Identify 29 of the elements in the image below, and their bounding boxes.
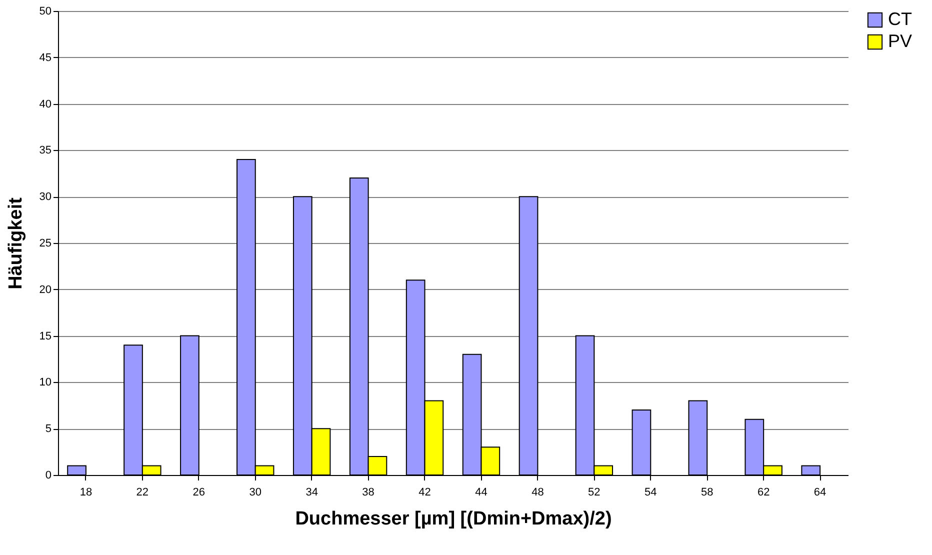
x-tick-label: 38	[362, 486, 374, 498]
y-tick-label: 0	[45, 470, 52, 482]
x-tick-label: 30	[249, 486, 262, 498]
legend-label: PV	[888, 31, 912, 51]
y-tick-label: 10	[39, 376, 52, 389]
x-tick-label: 58	[700, 486, 714, 498]
y-tick-label: 35	[39, 144, 52, 157]
y-tick-label: 30	[39, 191, 52, 204]
x-tick-label: 64	[814, 486, 826, 498]
x-tick-label: 34	[306, 486, 318, 498]
x-axis-title: Duchmesser [µm] [(Dmin+Dmax)/2)	[295, 508, 612, 530]
x-tick-label: 44	[475, 486, 488, 498]
x-tick-label: 54	[644, 486, 657, 498]
x-tick-label: 48	[532, 486, 544, 498]
y-tick-label: 15	[39, 330, 52, 342]
legend-label: CT	[888, 9, 912, 29]
y-tick-label: 20	[39, 284, 52, 296]
y-axis-title: Häufigkeit	[5, 196, 26, 290]
y-tick-label: 25	[39, 238, 52, 250]
x-tick-label: 26	[192, 486, 206, 498]
x-tick-label: 62	[757, 486, 770, 498]
x-tick-label: 42	[418, 486, 431, 498]
y-tick-label: 40	[39, 98, 52, 110]
y-tick-label: 50	[39, 6, 52, 18]
x-tick-label: 52	[588, 486, 600, 498]
y-tick-label: 5	[45, 423, 52, 436]
x-tick-label: 22	[136, 486, 149, 498]
x-tick-label: 18	[80, 486, 92, 498]
y-tick-label: 45	[39, 52, 52, 64]
